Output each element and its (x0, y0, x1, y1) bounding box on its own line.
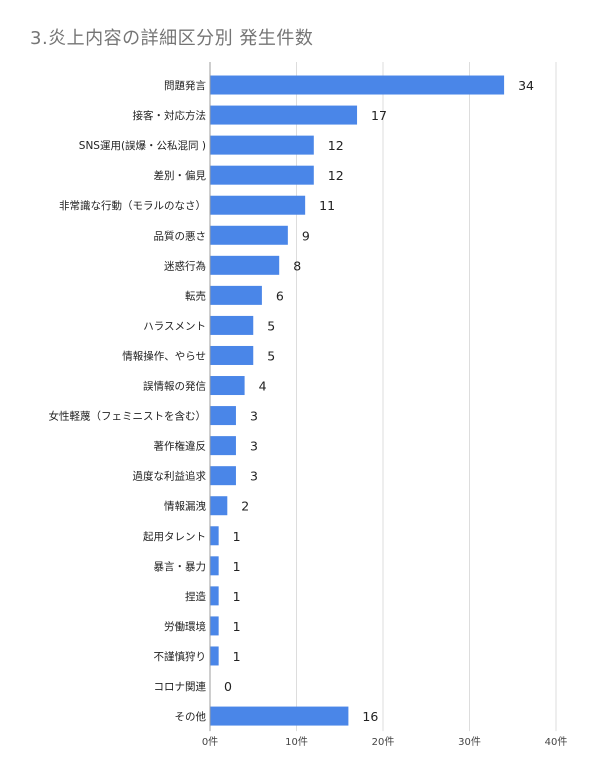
bar (210, 706, 349, 726)
bar (210, 616, 219, 636)
category-label: 差別・偏見 (154, 169, 207, 182)
bar (210, 406, 236, 426)
category-label: 接客・対応方法 (133, 109, 207, 122)
bar (210, 285, 262, 305)
data-label: 3 (250, 439, 258, 454)
bar (210, 586, 219, 606)
bar (210, 315, 254, 335)
category-label: その他 (175, 710, 207, 723)
category-label: 過度な利益追求 (133, 470, 207, 483)
category-label: 暴言・暴力 (154, 560, 207, 573)
data-label: 0 (224, 679, 232, 694)
bar (210, 556, 219, 576)
data-label: 1 (233, 529, 241, 544)
x-tick-label: 10件 (285, 736, 308, 748)
data-label: 8 (293, 258, 301, 273)
bar (210, 75, 505, 95)
category-label: 非常識な行動（モラルのなさ） (59, 199, 206, 212)
data-label: 1 (233, 559, 241, 574)
bar (210, 466, 236, 486)
bar (210, 526, 219, 546)
category-label: 起用タレント (143, 531, 206, 543)
category-label: 品質の悪さ (154, 229, 207, 242)
data-label: 5 (267, 318, 275, 333)
data-label: 1 (233, 589, 241, 604)
bar (210, 436, 236, 456)
data-label: 16 (362, 709, 378, 724)
category-label: 情報漏洩 (164, 500, 206, 513)
bar (210, 646, 219, 666)
data-label: 3 (250, 409, 258, 424)
bar (210, 225, 288, 245)
category-label: 誤情報の発信 (143, 380, 206, 393)
category-label: 転売 (185, 289, 206, 302)
bar (210, 195, 306, 215)
category-label: 問題発言 (164, 79, 206, 92)
bar (210, 496, 228, 516)
category-label: SNS運用(誤爆・公私混同 ) (79, 139, 206, 152)
x-tick-label: 30件 (458, 736, 481, 748)
data-label: 1 (233, 619, 241, 634)
chart-title: 3.炎上内容の詳細区分別 発生件数 (30, 28, 314, 49)
category-label: 不謹慎狩り (154, 650, 207, 663)
category-label: コロナ関連 (154, 680, 207, 693)
category-label: 女性軽蔑（フェミニストを含む） (49, 410, 207, 423)
bar (210, 345, 254, 365)
category-label: 迷惑行為 (164, 259, 206, 272)
data-label: 6 (276, 288, 284, 303)
data-label: 4 (259, 379, 267, 394)
data-label: 3 (250, 469, 258, 484)
bar (210, 255, 280, 275)
category-label: 著作権違反 (154, 440, 207, 453)
x-tick-label: 0件 (202, 736, 218, 748)
bar (210, 135, 314, 155)
bar (210, 376, 245, 396)
data-label: 9 (302, 228, 310, 243)
x-tick-label: 20件 (372, 736, 395, 748)
data-label: 12 (328, 138, 344, 153)
data-label: 11 (319, 198, 335, 213)
category-label: 情報操作、やらせ (122, 349, 206, 362)
category-label: 捏造 (185, 590, 206, 603)
bar (210, 165, 314, 185)
data-label: 2 (241, 499, 249, 514)
x-tick-label: 40件 (545, 736, 568, 748)
bar (210, 105, 358, 125)
data-label: 34 (518, 78, 534, 93)
category-label: 労働環境 (164, 620, 206, 633)
category-label: ハラスメント (143, 320, 206, 332)
data-label: 17 (371, 108, 387, 123)
data-label: 12 (328, 168, 344, 183)
data-label: 5 (267, 348, 275, 363)
data-label: 1 (233, 649, 241, 664)
